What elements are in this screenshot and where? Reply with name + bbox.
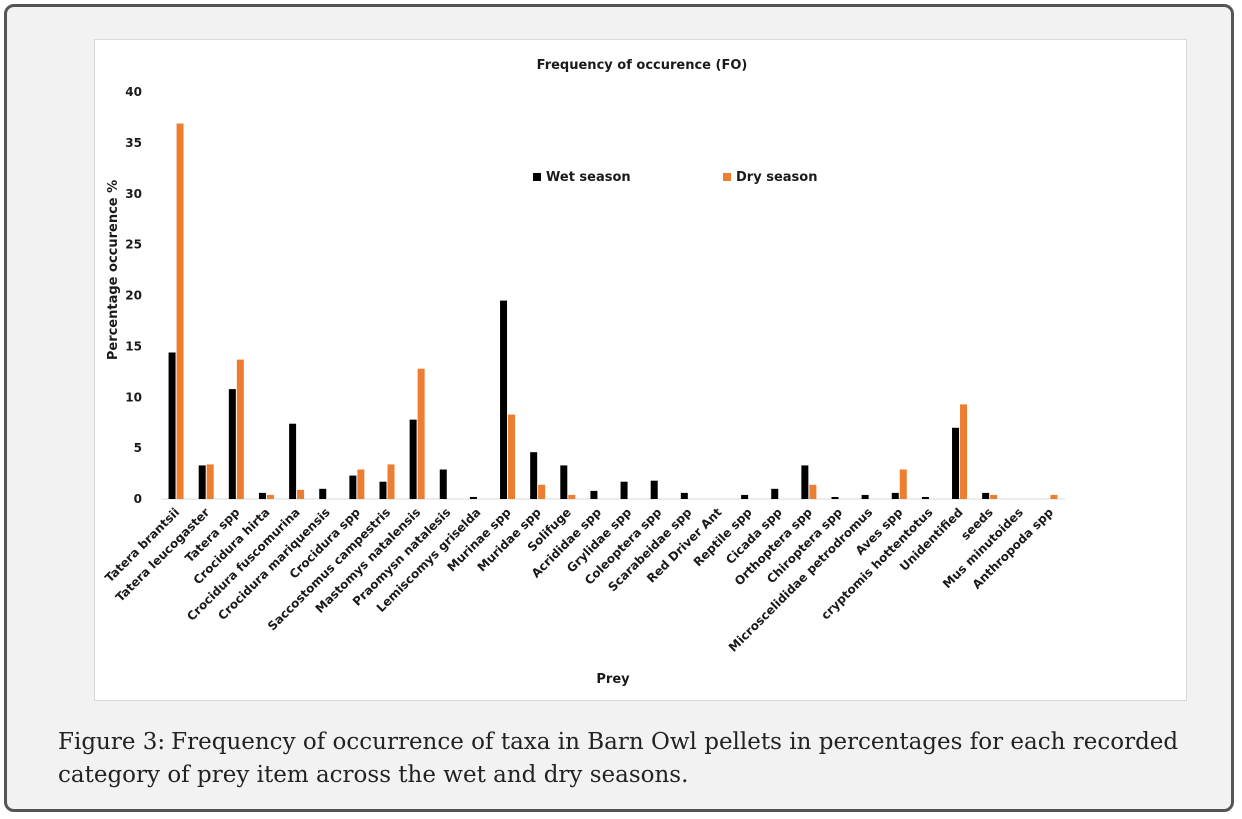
legend: Wet season Dry season <box>533 170 817 185</box>
bar-wet-10 <box>469 496 477 499</box>
y-tick-label: 30 <box>125 187 142 201</box>
bar-wet-26 <box>952 427 960 499</box>
y-tick-label: 10 <box>125 390 142 404</box>
bar-wet-5 <box>319 488 327 499</box>
bar-wet-14 <box>590 490 598 499</box>
bar-wet-16 <box>650 480 658 499</box>
y-tick-label: 20 <box>125 289 142 303</box>
legend-swatch-dry <box>723 173 731 181</box>
bar-wet-2 <box>228 389 236 499</box>
bar-wet-7 <box>379 481 387 499</box>
bar-chart: Frequency of occurence (FO) Percentage o… <box>102 58 1065 687</box>
y-tick-label: 15 <box>125 339 142 353</box>
bar-wet-20 <box>771 488 779 499</box>
bar-dry-1 <box>206 464 214 499</box>
bar-wet-3 <box>258 492 266 499</box>
bar-dry-2 <box>236 359 244 499</box>
legend-swatch-wet <box>533 173 541 181</box>
y-tick-label: 40 <box>125 85 142 99</box>
bar-wet-0 <box>168 352 176 499</box>
bar-dry-7 <box>387 464 395 499</box>
caption-label: Figure 3: <box>58 729 166 755</box>
bar-wet-6 <box>349 475 357 499</box>
bars-group <box>168 123 1058 499</box>
caption-text: Frequency of occurrence of taxa in Barn … <box>58 729 1179 788</box>
figure-caption: Figure 3: Frequency of occurrence of taxa… <box>58 726 1208 792</box>
bar-dry-27 <box>990 494 998 499</box>
bar-wet-17 <box>680 492 688 499</box>
bar-wet-27 <box>982 492 990 499</box>
bar-dry-26 <box>960 404 968 499</box>
figure-frame: Frequency of occurence (FO) Percentage o… <box>4 4 1234 812</box>
bar-dry-6 <box>357 469 365 499</box>
bar-wet-8 <box>409 419 417 499</box>
legend-label-wet: Wet season <box>546 170 631 185</box>
bar-dry-11 <box>508 414 516 499</box>
y-tick-label: 35 <box>125 136 142 150</box>
y-tick-label: 5 <box>134 441 142 455</box>
bar-dry-21 <box>809 484 817 499</box>
bar-wet-23 <box>861 494 869 499</box>
bar-wet-25 <box>921 496 929 499</box>
bar-dry-8 <box>417 368 425 499</box>
bar-wet-21 <box>801 465 809 499</box>
bar-dry-29 <box>1050 494 1058 499</box>
bar-wet-19 <box>741 494 749 499</box>
bar-dry-3 <box>266 494 274 499</box>
y-tick-label: 25 <box>125 238 142 252</box>
bar-dry-13 <box>568 494 576 499</box>
chart-title: Frequency of occurence (FO) <box>537 58 748 73</box>
bar-wet-24 <box>891 492 899 499</box>
legend-label-dry: Dry season <box>736 170 817 185</box>
y-axis-ticks: 0 5 10 15 20 25 30 35 40 <box>125 85 142 506</box>
chart-container: Frequency of occurence (FO) Percentage o… <box>94 39 1187 701</box>
bar-dry-12 <box>538 484 546 499</box>
y-axis-label: Percentage occurence % <box>106 180 121 360</box>
x-axis-label: Prey <box>596 672 630 687</box>
bar-wet-22 <box>831 496 839 499</box>
bar-wet-11 <box>500 300 508 499</box>
bar-dry-0 <box>176 123 184 499</box>
bar-dry-4 <box>297 489 305 499</box>
bar-wet-15 <box>620 481 628 499</box>
bar-dry-24 <box>899 469 907 499</box>
bar-wet-13 <box>560 465 568 499</box>
y-tick-label: 0 <box>134 492 142 506</box>
bar-wet-4 <box>289 423 297 499</box>
bar-wet-1 <box>198 465 206 499</box>
bar-wet-9 <box>439 469 447 499</box>
bar-wet-12 <box>530 452 538 499</box>
